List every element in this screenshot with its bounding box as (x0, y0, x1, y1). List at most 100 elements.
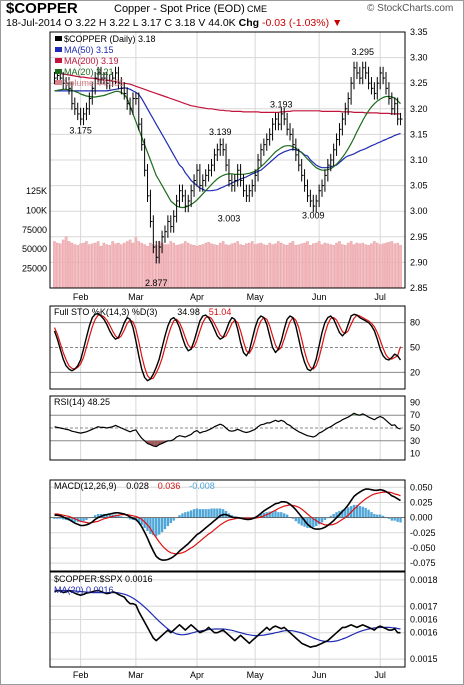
macd-histogram-bar (268, 511, 271, 518)
macd-legend-3: -0.008 (189, 481, 215, 491)
macd-histogram-bar (332, 513, 335, 518)
close-label: C (164, 17, 173, 29)
macd-histogram-bar (152, 517, 155, 536)
macd-legend-2: 0.036 (158, 481, 181, 491)
rsi-y-tick-1: 70 (410, 410, 420, 420)
sto-y-tick-1: 50 (410, 343, 420, 353)
ratio-x-tick-5: Jul (374, 670, 386, 680)
ratio-x-tick-4: Jun (312, 670, 327, 680)
volume-bar (274, 243, 277, 289)
macd-histogram-bar (172, 517, 175, 521)
volume-bar (198, 245, 202, 289)
macd-histogram-bar (160, 517, 164, 533)
macd-histogram-bar (378, 514, 382, 518)
macd-histogram-bar (61, 517, 65, 520)
volume-bar (227, 245, 231, 289)
volume-bar (85, 241, 88, 289)
quote-line: 18-Jul-2014 O 3.22 H 3.22 L 3.17 C 3.18 … (6, 17, 342, 29)
price-y-tick-8: 2.95 (410, 232, 428, 242)
volume-bar (53, 241, 56, 289)
volume-bar (96, 241, 100, 289)
volume-bar (114, 243, 117, 289)
macd-line (54, 488, 401, 561)
macd-panel-frame (49, 479, 406, 572)
volume-bar (346, 242, 350, 289)
volume-bar (271, 244, 274, 289)
volume-bar (169, 241, 173, 289)
volume-bar (76, 245, 79, 289)
macd-histogram-bar (181, 513, 184, 518)
volume-bar (88, 244, 91, 289)
volume-bar (61, 239, 65, 289)
ratio-panel-frame (49, 571, 406, 668)
volume-bar (294, 245, 298, 289)
price-x-tick-1: Mar (128, 292, 144, 302)
macd-histogram-bar (149, 517, 152, 534)
volume-bar (358, 243, 362, 289)
volume-bar (341, 244, 344, 289)
macd-histogram-bar (367, 509, 370, 518)
macd-histogram-bar (178, 515, 181, 518)
volume-bar (370, 243, 373, 289)
macd-histogram-bar (361, 506, 364, 518)
volume-bar (181, 243, 184, 289)
volume-bar (82, 242, 85, 289)
macd-histogram-bar (53, 517, 56, 519)
ratio-y-tick-1: 0.0017 (410, 601, 438, 611)
exchange-label: CME (247, 4, 267, 14)
volume-bar (378, 244, 382, 289)
macd-histogram-bar (315, 517, 318, 527)
volume-bar (73, 244, 77, 289)
macd-histogram-bar (320, 517, 324, 523)
volume-bar (175, 245, 178, 289)
macd-y-tick-5: -0.075 (410, 558, 436, 568)
macd-y-tick-3: -0.025 (410, 528, 436, 538)
ratio-x-tick-3: May (247, 670, 265, 680)
macd-histogram-bar (105, 513, 109, 518)
sto-k-line (53, 312, 402, 382)
macd-histogram-bar (355, 504, 359, 518)
volume-bar (59, 243, 62, 289)
rsi-y-tick-0: 90 (410, 397, 420, 407)
volume-bar (309, 245, 312, 289)
ratio-legend-1: MA(20) 0.0016 (54, 585, 114, 595)
macd-histogram-bar (306, 517, 309, 528)
volume-bar (277, 241, 280, 289)
ratio-line (54, 589, 401, 649)
close-value: 3.18 (174, 17, 196, 29)
macd-histogram-bar (207, 509, 210, 518)
macd-histogram-bar (358, 506, 362, 518)
price-y-tick-9: 2.90 (410, 257, 428, 267)
macd-histogram-bar (387, 517, 391, 519)
macd-histogram-bar (291, 517, 295, 519)
volume-bar (300, 243, 303, 289)
volume-bar (120, 244, 123, 289)
volume-bar (105, 244, 109, 289)
price-x-tick-5: Jul (374, 292, 386, 302)
volume-bar (140, 242, 143, 289)
volume-bar (367, 245, 370, 289)
macd-histogram-bar (210, 508, 213, 518)
macd-histogram-bar (323, 517, 327, 521)
volume-bar (262, 244, 266, 289)
change-label: Chg (238, 17, 260, 29)
volume-bar (204, 242, 207, 289)
macd-legend-0: MACD(12,26,9) (54, 481, 117, 491)
volume-bar (64, 236, 68, 289)
macd-histogram-bar (376, 514, 379, 518)
price-legend-swatch-2 (55, 58, 62, 63)
volume-bar (248, 242, 251, 289)
macd-histogram-bar (329, 515, 332, 518)
price-legend-swatch-0 (55, 36, 62, 41)
macd-histogram-bar (195, 508, 199, 518)
macd-histogram-bar (399, 517, 402, 523)
macd-histogram-bar (221, 509, 225, 518)
macd-histogram-bar (219, 508, 222, 518)
macd-histogram-bar (155, 517, 158, 537)
sto-legend-2: 51.04 (209, 307, 232, 317)
volume-bar (186, 242, 190, 289)
volume-bar (93, 242, 97, 289)
volume-bar (344, 245, 347, 289)
volume-y-tick-3: 50000 (22, 244, 47, 254)
macd-histogram-bar (274, 510, 277, 518)
